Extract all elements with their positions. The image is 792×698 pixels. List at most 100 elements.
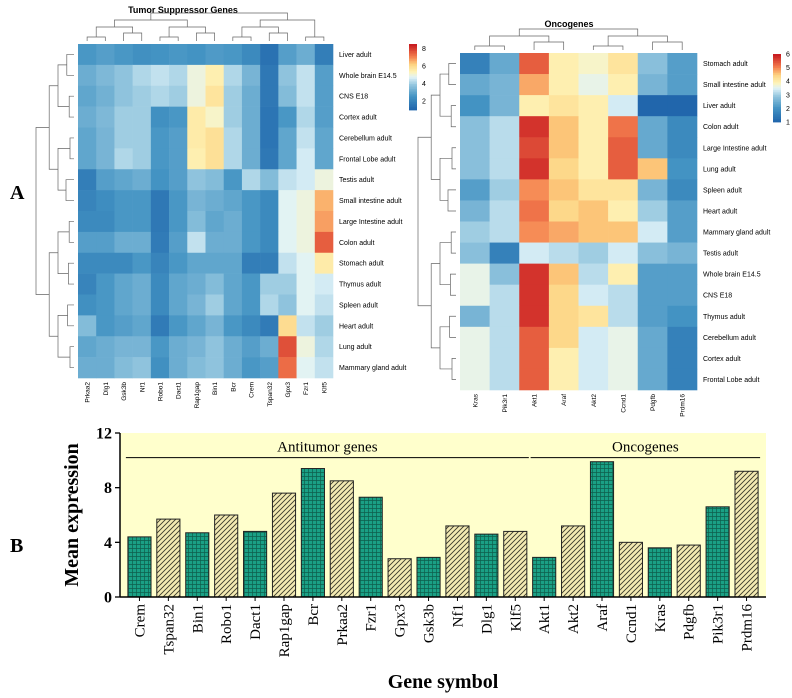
heatmap-cell [637, 326, 668, 349]
bar-akt1 [532, 556, 557, 598]
heatmap-cell [278, 127, 297, 149]
column-label: Gpx3 [285, 382, 292, 398]
heatmap-cell [132, 315, 152, 337]
bar-prdm16 [734, 470, 759, 598]
heatmap-cell [637, 53, 668, 75]
heatmap-cell [187, 315, 206, 337]
heatmap-cell [667, 74, 698, 96]
bar-chart: Antitumor genes Oncogenes 0 4 8 12 Crem Tspan… [61, 426, 766, 693]
column-label: Prkaa2 [85, 382, 92, 403]
heatmap-cell [241, 357, 261, 379]
heatmap-cell [460, 347, 490, 370]
heatmap-cell [205, 231, 225, 254]
column-label: Crem [249, 382, 256, 398]
heatmap-cell [169, 85, 188, 107]
y-tick-label: 8 [104, 480, 112, 497]
heatmap-cell [241, 336, 261, 358]
x-tick-label: Klf5 [508, 604, 524, 632]
heatmap-cell [260, 127, 279, 149]
heatmap-cell [96, 169, 115, 191]
heatmap-cell [667, 326, 698, 349]
scale-segment [773, 106, 781, 109]
heatmap-cell [637, 200, 668, 222]
heatmap-cell [78, 357, 97, 379]
heatmap-cell [314, 336, 334, 358]
heatmap-cell [608, 368, 639, 391]
heatmap-cell [223, 127, 243, 149]
heatmap-cell [187, 357, 206, 379]
heatmap-cell [169, 252, 188, 274]
scale-segment [409, 88, 417, 91]
heatmap-cell [169, 315, 188, 337]
scale-segment [773, 99, 781, 102]
heatmap-cell [150, 273, 170, 295]
scale-segment [409, 44, 417, 47]
heatmap-cell [278, 106, 297, 128]
heatmap-cell [608, 263, 639, 285]
heatmap-cell [296, 357, 316, 379]
heatmap-cell [314, 211, 334, 233]
x-tick-label: Araf [595, 604, 611, 631]
column-label: Fzr1 [303, 382, 310, 395]
heatmap-cell [637, 263, 668, 285]
heatmap-cell [548, 347, 579, 370]
heatmap-cell [150, 127, 170, 149]
heatmap-cell [241, 85, 261, 107]
heatmap-cell [489, 284, 520, 307]
heatmap-cell [96, 64, 115, 87]
heatmap-cell [519, 347, 550, 370]
heatmap-cell [519, 158, 550, 180]
bar-gsk3b [416, 556, 441, 598]
heatmap-cell [132, 106, 152, 128]
heatmap-cell [114, 127, 133, 149]
heatmap-cell [78, 294, 97, 316]
heatmap-cell [78, 106, 97, 128]
scale-segment [773, 101, 781, 104]
heatmap-cell [223, 273, 243, 295]
heatmap-cell [460, 263, 490, 285]
heatmap-cell [608, 53, 639, 75]
heatmap-tumor-suppressor-dendrogram [35, 12, 325, 368]
scale-segment [773, 67, 781, 70]
heatmap-cell [278, 211, 297, 233]
heatmap-cell [460, 368, 490, 391]
bar-kras [647, 547, 672, 598]
column-label: Nf1 [139, 382, 146, 393]
heatmap-cell [314, 127, 334, 149]
scale-segment [773, 72, 781, 75]
heatmap-cell [205, 336, 225, 358]
heatmap-cell [150, 190, 170, 212]
scale-segment [773, 55, 781, 58]
row-label: Testis adult [339, 177, 374, 184]
heatmap-cell [578, 242, 609, 264]
heatmap-cell [187, 336, 206, 358]
heatmap-cell [489, 74, 520, 96]
heatmap-cell [241, 169, 261, 191]
x-tick-label: Prdm16 [740, 604, 756, 652]
heatmap-cell [548, 137, 579, 159]
scale-segment [773, 60, 781, 63]
heatmap-cell [114, 106, 133, 128]
heatmap-cell [114, 273, 133, 295]
heatmap-cell [637, 242, 668, 264]
column-label: Gsk3b [121, 382, 128, 401]
scale-segment [409, 105, 417, 108]
heatmap-cell [114, 315, 133, 337]
bar-bcr [300, 468, 325, 598]
scale-segment [409, 67, 417, 70]
heatmap-cell [241, 190, 261, 212]
heatmap-cell [205, 294, 225, 316]
heatmap-cell [187, 44, 206, 66]
row-label: Cerebellum adult [703, 335, 756, 342]
heatmap-cell [278, 252, 297, 274]
row-label: Mammary gland adult [339, 365, 406, 372]
scale-segment [773, 115, 781, 118]
heatmap-cell [114, 357, 133, 379]
heatmap-cell [114, 294, 133, 316]
heatmap-cell [314, 315, 334, 337]
heatmap-cell [278, 273, 297, 295]
heatmap-cell [519, 368, 550, 391]
row-label: Whole brain E14.5 [703, 272, 761, 279]
heatmap-cell [578, 263, 609, 285]
bar-gpx3 [387, 558, 412, 598]
